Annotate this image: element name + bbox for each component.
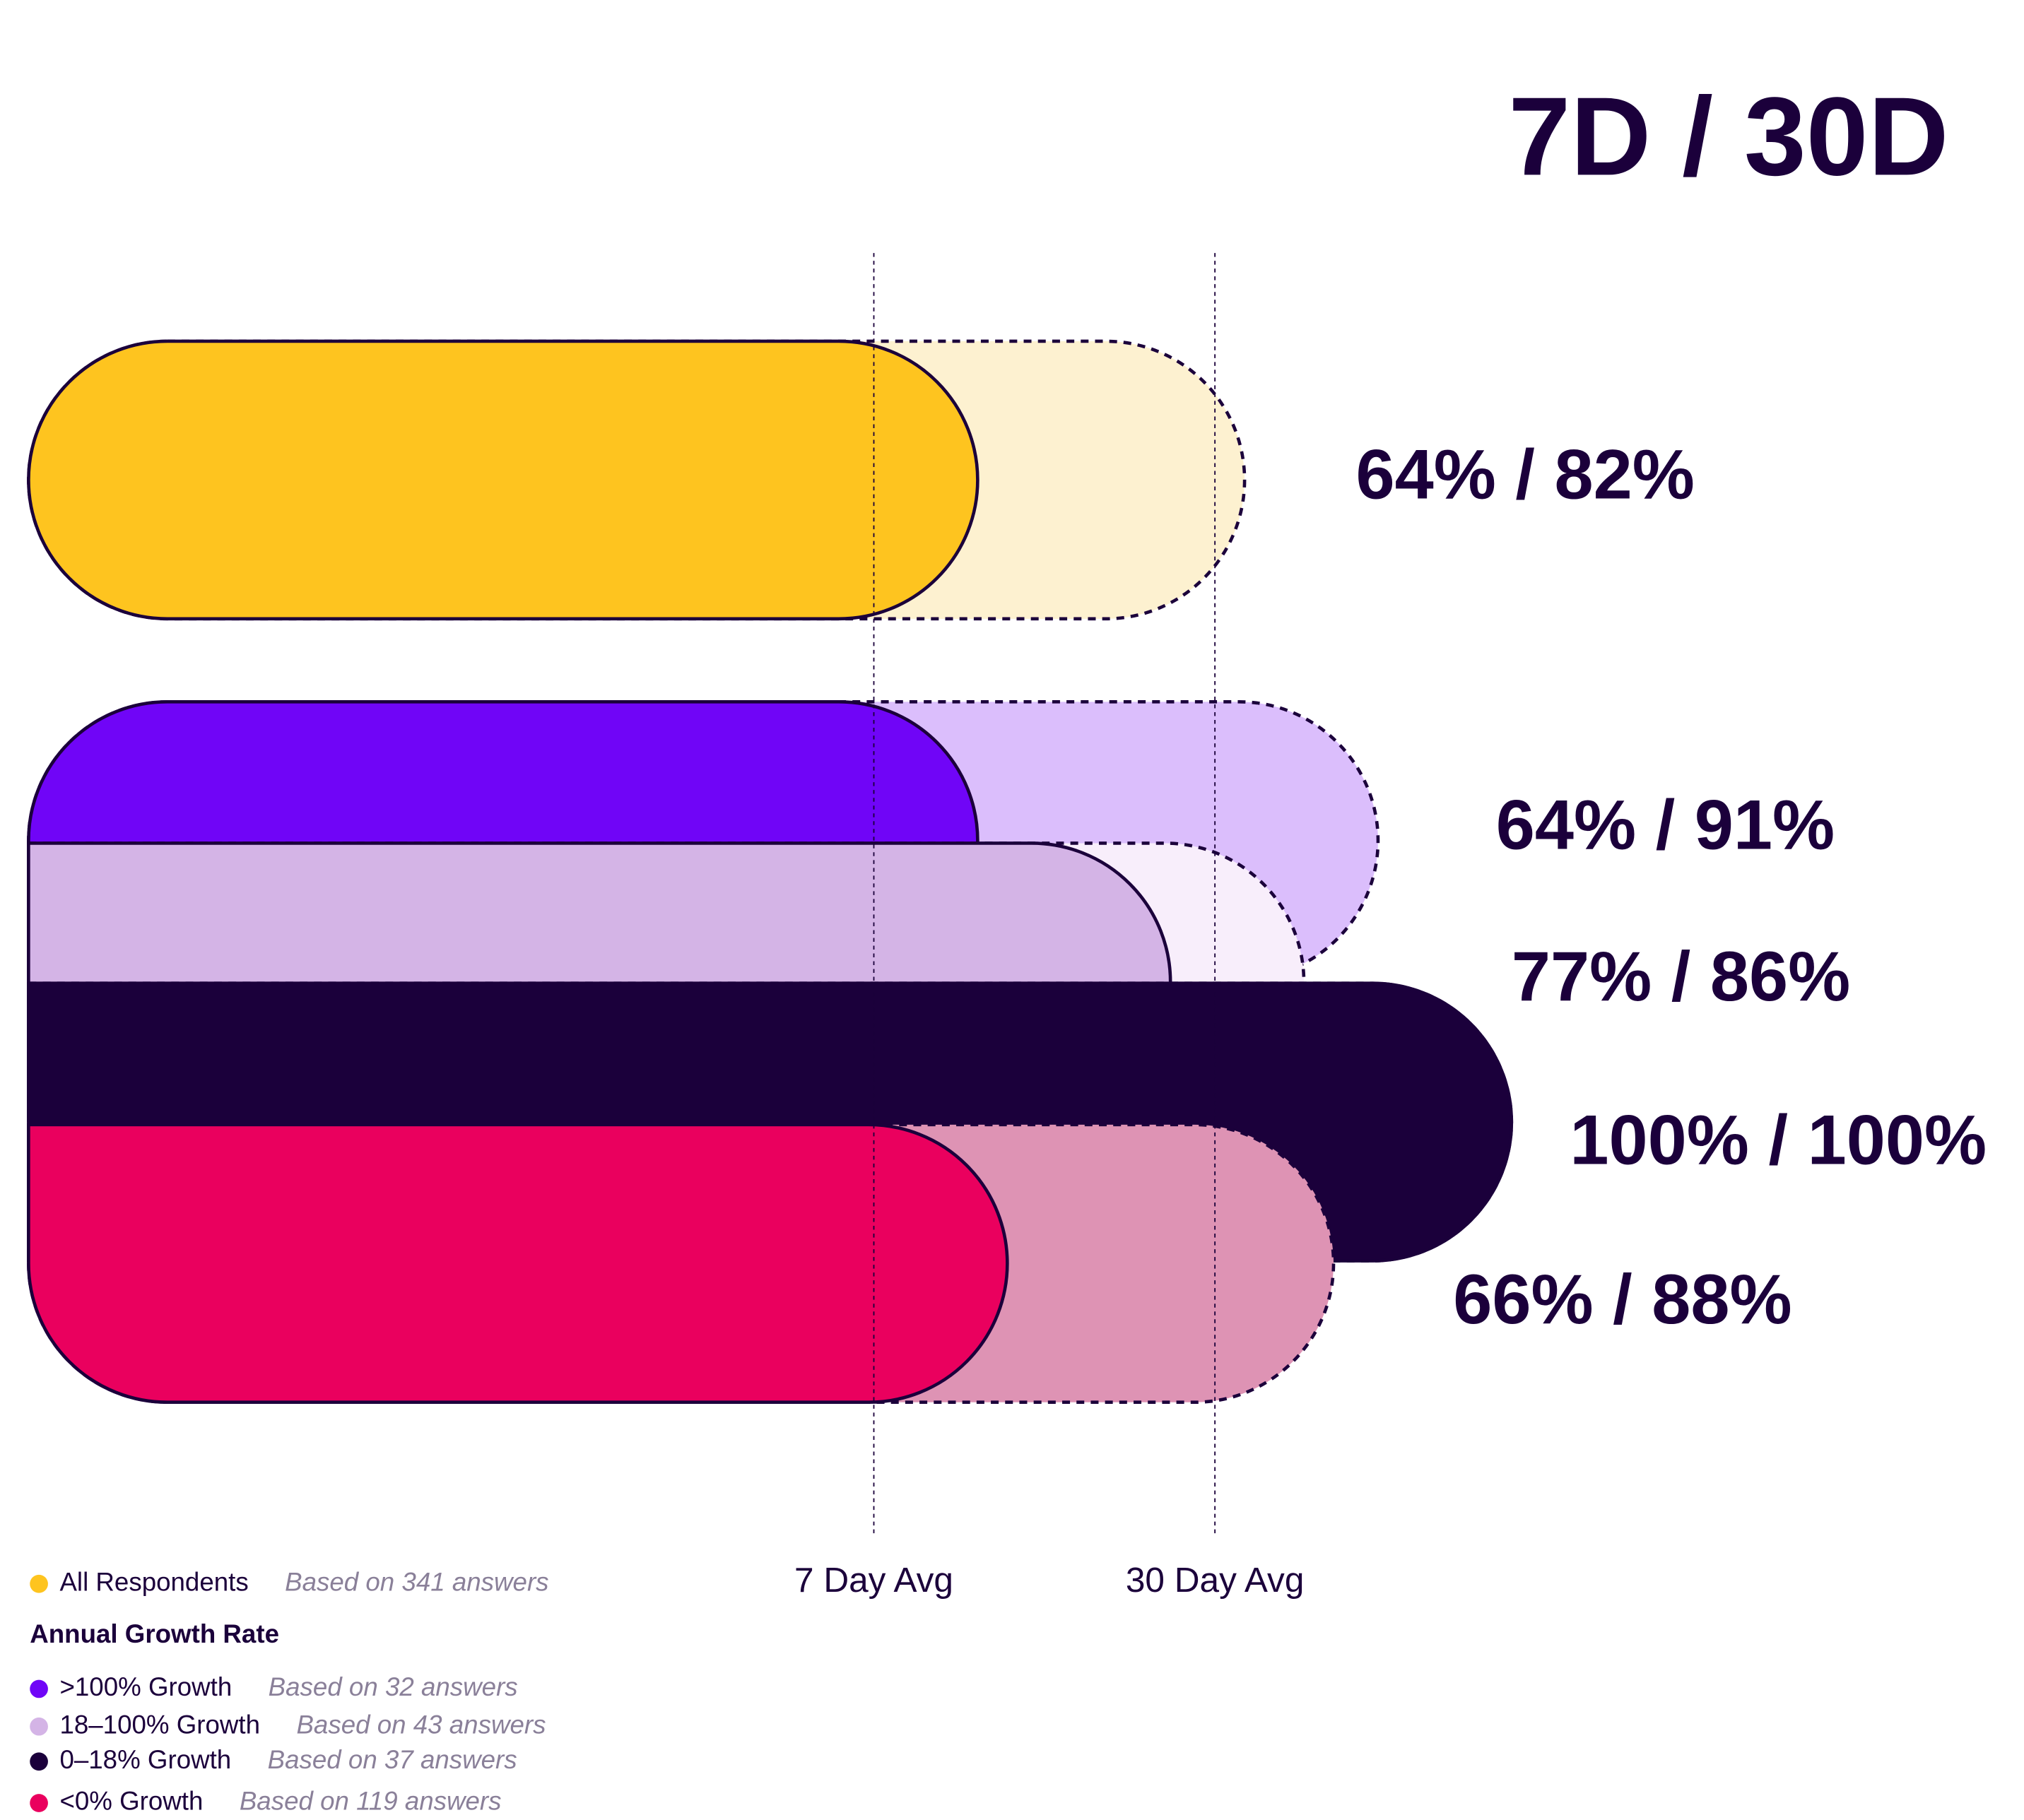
legend-note: Based on 43 answers — [296, 1710, 546, 1739]
legend-name: >100% Growth — [59, 1672, 232, 1701]
legend-note: Based on 32 answers — [269, 1672, 518, 1701]
legend-dot — [30, 1679, 48, 1698]
legend-dot — [30, 1752, 48, 1771]
value-label: 77% / 86% — [1512, 938, 1850, 1016]
legend-note: Based on 341 answers — [285, 1567, 548, 1596]
bar-7d — [27, 339, 979, 621]
value-label: 64% / 82% — [1356, 436, 1695, 514]
legend-dot — [30, 1574, 48, 1593]
bar-7d — [27, 1123, 1009, 1405]
legend-name: 18–100% Growth — [59, 1710, 260, 1739]
reference-label: 7 Day Avg — [794, 1560, 953, 1600]
legend-note: Based on 119 answers — [240, 1787, 502, 1816]
legend-dot — [30, 1717, 48, 1736]
legend-dot — [30, 1794, 48, 1812]
value-label: 64% / 91% — [1496, 786, 1835, 864]
chart-title: 7D / 30D — [1508, 74, 1948, 199]
legend-name: <0% Growth — [59, 1787, 203, 1816]
reference-label: 30 Day Avg — [1126, 1560, 1305, 1600]
legend-note: Based on 37 answers — [268, 1745, 517, 1774]
legend-name: All Respondents — [59, 1567, 248, 1596]
value-label: 66% / 88% — [1453, 1260, 1791, 1339]
value-label: 100% / 100% — [1570, 1101, 1987, 1179]
legend-name: 0–18% Growth — [59, 1745, 231, 1774]
legend-heading: Annual Growth Rate — [30, 1619, 279, 1648]
